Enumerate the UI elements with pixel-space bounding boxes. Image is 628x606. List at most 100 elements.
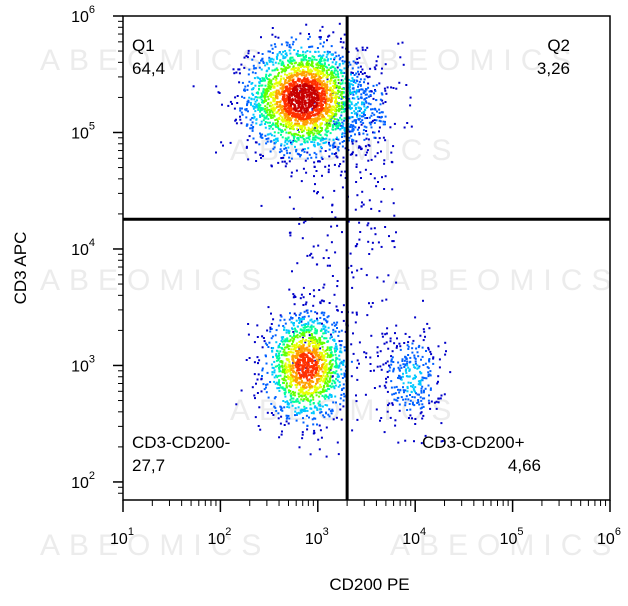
data-point bbox=[319, 150, 322, 153]
data-point bbox=[307, 349, 310, 352]
data-point bbox=[380, 92, 383, 95]
data-point bbox=[318, 74, 321, 77]
data-point bbox=[322, 367, 325, 370]
data-point bbox=[332, 120, 335, 123]
data-point bbox=[300, 116, 302, 119]
data-point bbox=[343, 60, 346, 63]
data-point bbox=[273, 69, 276, 72]
data-point bbox=[241, 113, 244, 116]
data-point bbox=[295, 386, 298, 389]
data-point bbox=[288, 108, 291, 111]
data-point bbox=[391, 403, 394, 406]
data-point bbox=[334, 384, 337, 387]
data-point bbox=[342, 62, 344, 65]
data-point bbox=[339, 128, 342, 131]
data-point bbox=[305, 171, 308, 174]
data-point bbox=[315, 363, 318, 366]
data-point bbox=[259, 80, 262, 83]
data-point bbox=[324, 330, 327, 333]
data-point bbox=[332, 385, 335, 388]
data-point bbox=[286, 340, 289, 343]
data-point bbox=[310, 74, 313, 77]
data-point bbox=[329, 132, 332, 135]
data-point bbox=[409, 414, 412, 417]
data-point bbox=[240, 122, 243, 125]
data-point bbox=[329, 347, 331, 349]
data-point bbox=[292, 296, 295, 299]
data-point bbox=[293, 132, 296, 135]
data-point bbox=[354, 121, 357, 123]
data-point bbox=[321, 122, 323, 125]
data-point bbox=[302, 167, 305, 170]
data-point bbox=[312, 349, 315, 352]
data-point bbox=[333, 92, 336, 95]
data-point bbox=[293, 49, 296, 51]
data-point bbox=[305, 123, 308, 126]
data-point bbox=[375, 64, 378, 67]
data-point bbox=[330, 395, 333, 398]
data-point bbox=[377, 55, 380, 58]
data-point bbox=[396, 345, 398, 348]
data-point bbox=[288, 231, 291, 234]
data-point bbox=[410, 385, 412, 388]
data-point bbox=[394, 424, 397, 427]
data-point bbox=[331, 61, 334, 64]
data-point bbox=[425, 377, 428, 380]
data-point bbox=[285, 329, 288, 332]
data-point bbox=[411, 347, 414, 350]
data-point bbox=[279, 343, 281, 345]
data-point bbox=[299, 136, 302, 139]
data-point bbox=[322, 142, 325, 145]
data-point bbox=[296, 120, 299, 123]
data-point bbox=[270, 80, 273, 83]
data-point bbox=[276, 350, 279, 353]
data-point bbox=[390, 86, 393, 89]
data-point bbox=[304, 393, 307, 396]
data-point bbox=[353, 97, 356, 100]
data-point bbox=[309, 400, 312, 403]
data-point bbox=[307, 85, 310, 88]
data-point bbox=[277, 131, 280, 134]
data-point bbox=[295, 378, 297, 381]
data-point bbox=[314, 329, 317, 332]
data-point bbox=[264, 117, 267, 120]
data-point bbox=[409, 104, 412, 107]
data-point bbox=[299, 312, 302, 315]
data-point bbox=[234, 96, 237, 99]
data-point bbox=[309, 111, 312, 114]
data-point bbox=[317, 99, 320, 102]
data-point bbox=[272, 77, 275, 80]
data-point bbox=[278, 436, 281, 439]
data-point bbox=[256, 106, 259, 109]
data-point bbox=[298, 347, 301, 350]
data-point bbox=[358, 114, 361, 117]
data-point bbox=[268, 80, 271, 83]
data-point bbox=[249, 101, 252, 104]
data-point bbox=[337, 334, 340, 337]
data-point bbox=[260, 84, 263, 87]
data-point bbox=[282, 55, 285, 58]
data-point bbox=[364, 88, 367, 91]
data-point bbox=[397, 42, 400, 45]
data-point bbox=[325, 71, 328, 74]
data-point bbox=[332, 331, 335, 334]
data-point bbox=[341, 186, 344, 189]
data-point bbox=[303, 349, 306, 352]
data-point bbox=[272, 106, 275, 109]
data-point bbox=[254, 416, 257, 419]
data-point bbox=[336, 327, 338, 329]
data-point bbox=[370, 207, 373, 210]
data-point bbox=[275, 141, 277, 144]
data-point bbox=[332, 418, 335, 421]
data-point bbox=[322, 54, 325, 57]
data-point bbox=[398, 81, 401, 84]
data-point bbox=[321, 394, 324, 397]
data-point bbox=[314, 417, 317, 420]
data-point bbox=[261, 58, 264, 61]
data-point bbox=[303, 140, 306, 143]
data-point bbox=[244, 85, 247, 88]
data-point bbox=[364, 145, 367, 148]
data-point bbox=[381, 99, 384, 102]
data-point bbox=[449, 371, 452, 374]
data-point bbox=[383, 87, 386, 90]
